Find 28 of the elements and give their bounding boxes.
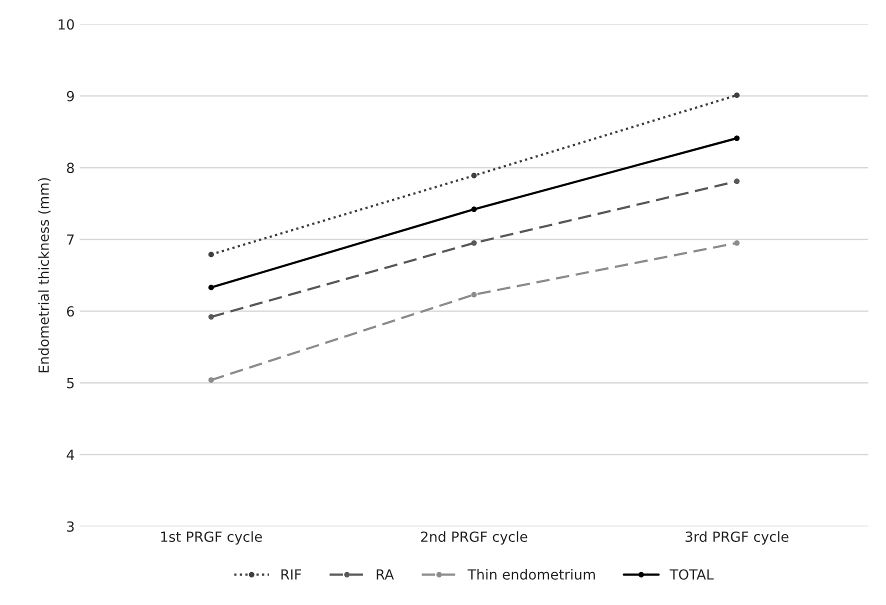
y-tick-label: 9 <box>66 90 74 102</box>
y-tick-label: 7 <box>67 234 74 245</box>
y-tick-label: 10 <box>58 19 74 30</box>
x-tick-label: 2nd PRGF cycle <box>421 531 528 545</box>
point <box>208 314 214 320</box>
point <box>208 377 214 383</box>
point <box>471 240 477 246</box>
y-axis-title: Endometrial thickness (mm) <box>38 178 51 372</box>
y-tick-label: 6 <box>67 306 74 317</box>
legend-label: RA <box>376 569 394 580</box>
point <box>208 284 214 290</box>
x-tick-label: 3rd PRGF cycle <box>686 531 788 545</box>
point <box>471 172 477 178</box>
y-tick-label: 5 <box>67 378 74 388</box>
point <box>471 206 477 212</box>
point <box>734 178 740 184</box>
point <box>734 135 740 142</box>
point <box>734 92 740 98</box>
legend-label: RIF <box>281 569 302 580</box>
y-tick-label: 4 <box>66 450 74 460</box>
point <box>734 240 740 246</box>
point <box>208 252 214 258</box>
legend-label: TOTAL <box>670 569 714 580</box>
y-tick-label: 3 <box>67 521 74 532</box>
x-tick-label: 1st PRGF cycle <box>161 531 262 545</box>
y-tick-label: 8 <box>66 162 74 174</box>
legend-label: Thin endometrium <box>468 568 595 580</box>
point <box>471 292 477 298</box>
